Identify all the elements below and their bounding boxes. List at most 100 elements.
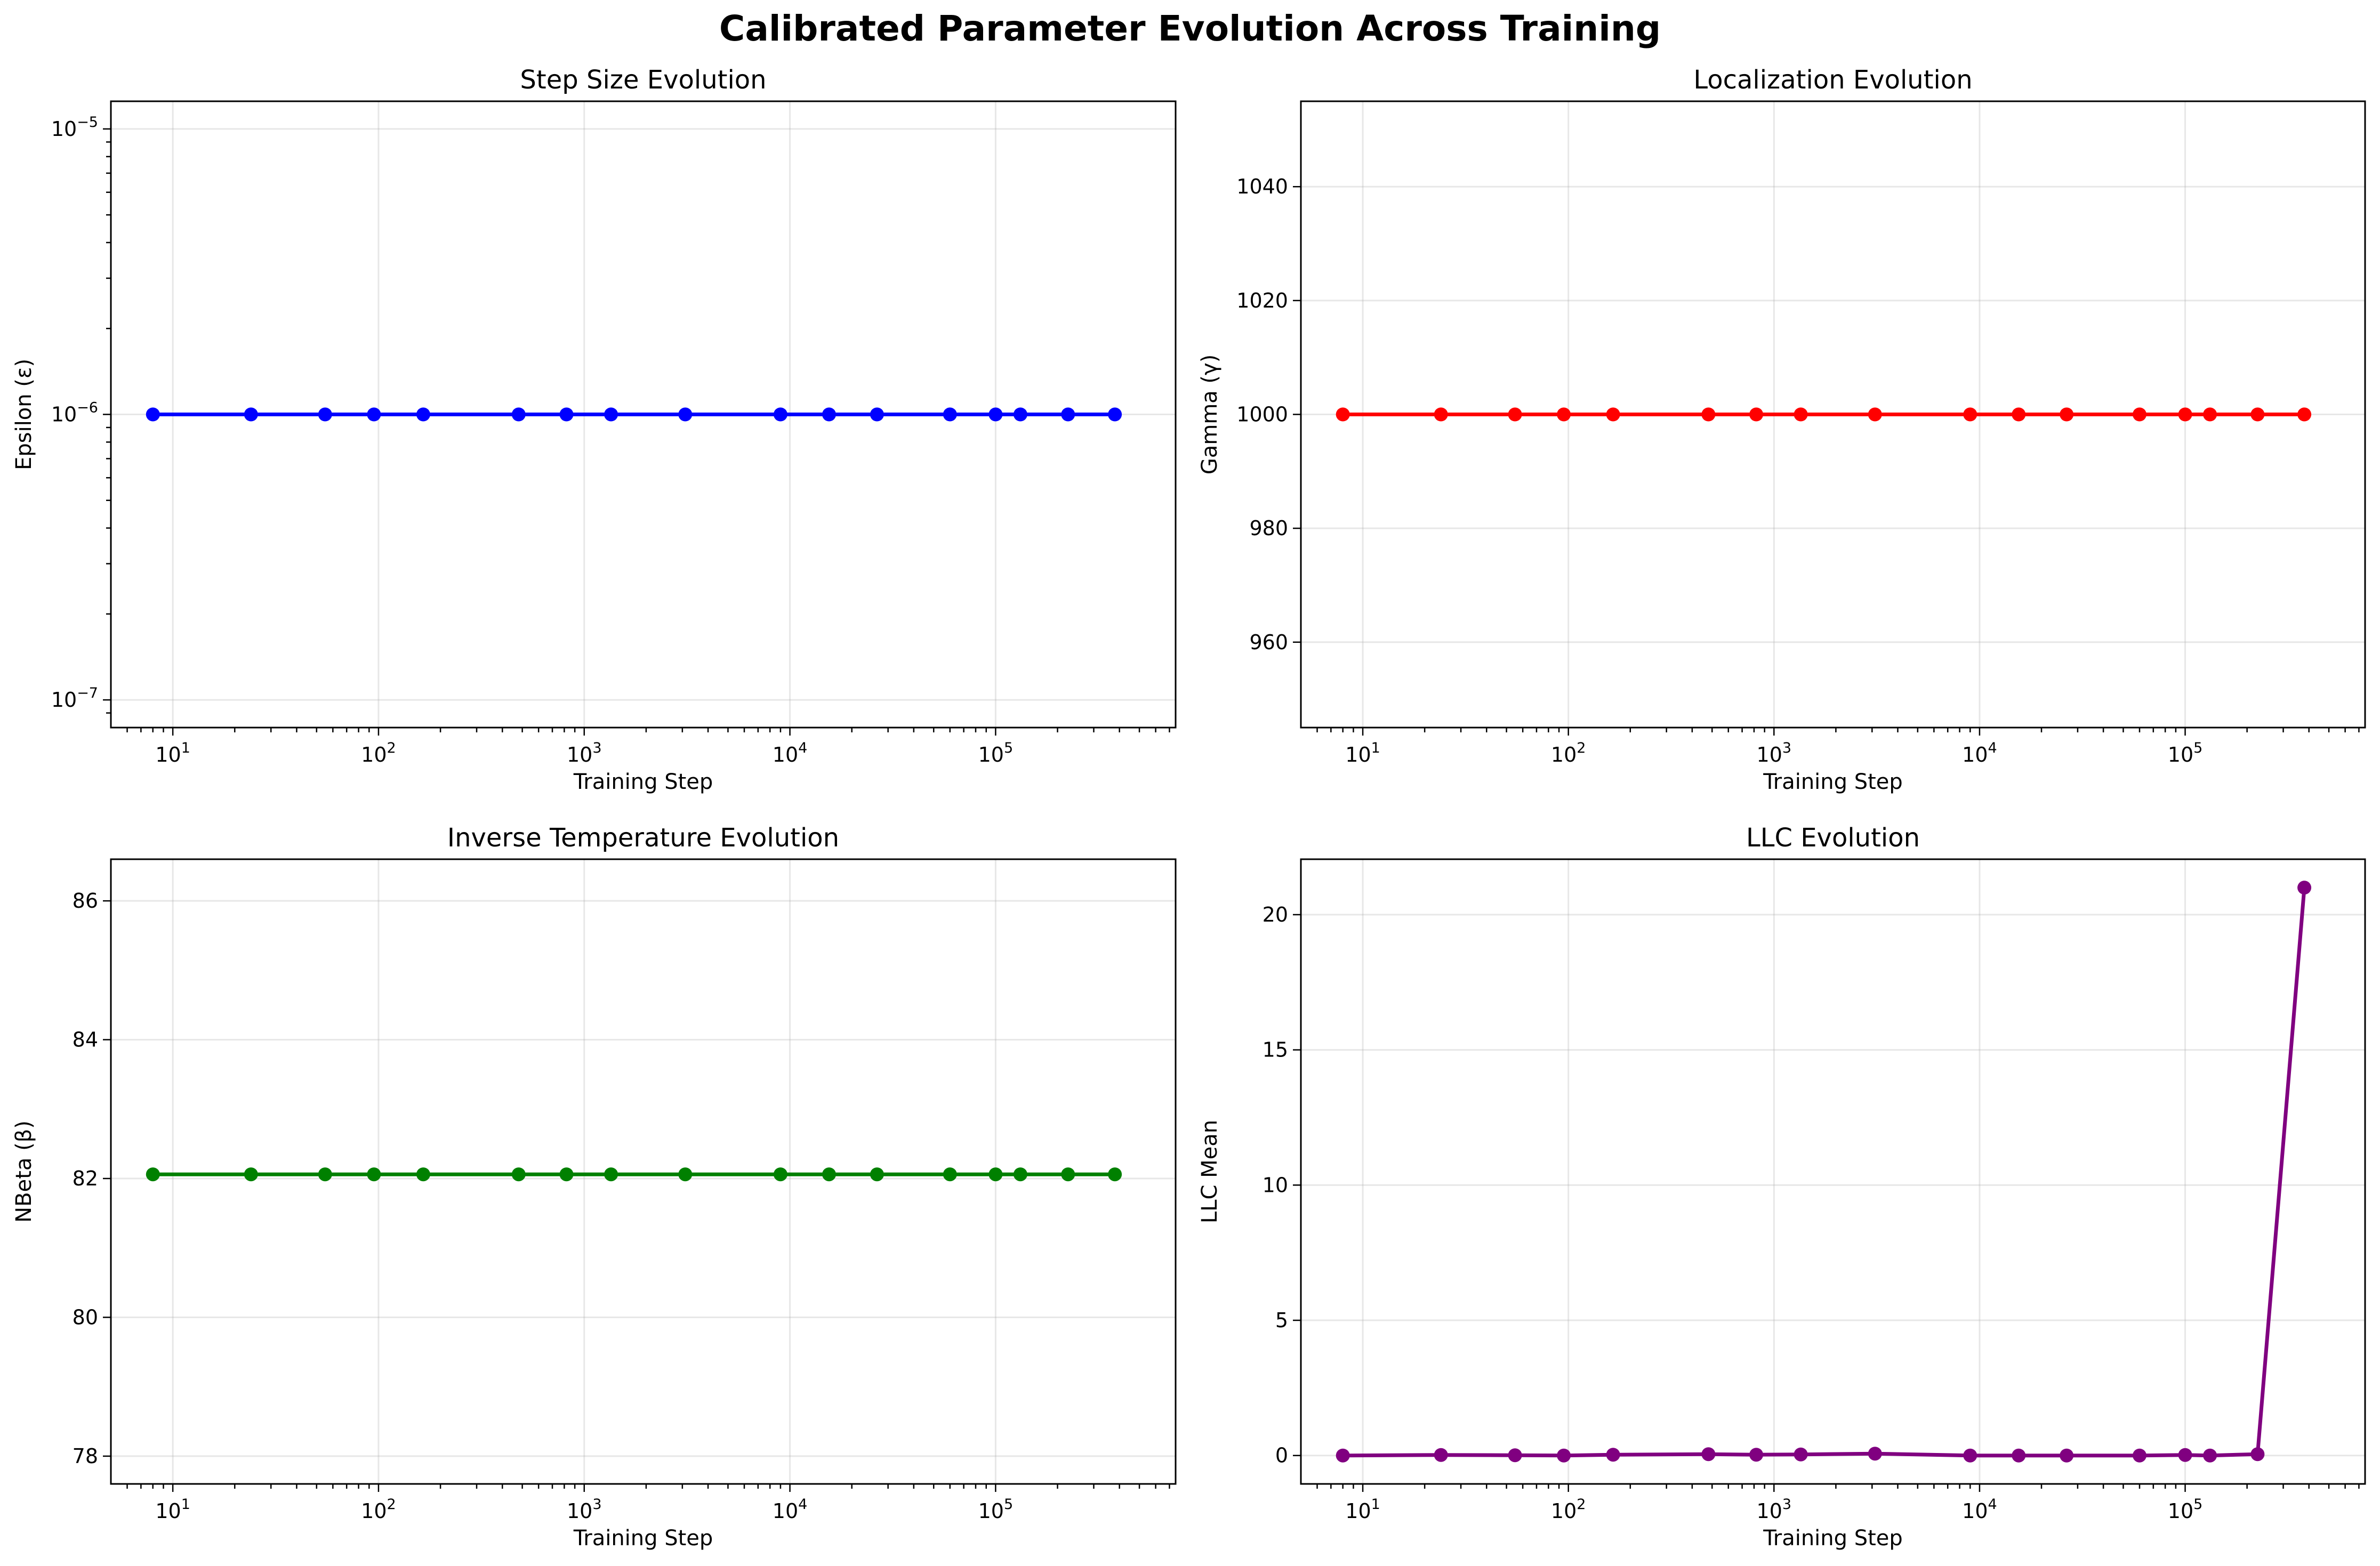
x-tick-exponent: 3: [592, 740, 601, 756]
data-point: [2297, 881, 2312, 895]
data-point: [943, 1167, 957, 1182]
x-tick-exponent: 5: [1004, 740, 1013, 756]
x-tick-exponent: 2: [387, 1496, 396, 1513]
x-tick-base: 10: [773, 1499, 798, 1523]
x-tick-base: 10: [1551, 1499, 1577, 1523]
data-point: [511, 1167, 526, 1182]
data-point: [1701, 407, 1716, 422]
x-tick-exponent: 1: [1371, 740, 1380, 756]
x-tick-base: 10: [1962, 1499, 1988, 1523]
x-tick-label: 102: [361, 1496, 396, 1523]
x-tick-label: 102: [1551, 1496, 1586, 1523]
x-tick-exponent: 4: [798, 740, 807, 756]
x-tick-base: 10: [361, 743, 387, 766]
y-tick-exponent: −6: [77, 400, 98, 416]
y-axis-label: NBeta (β): [12, 1120, 36, 1223]
y-tick-label: 86: [73, 889, 98, 913]
data-point: [870, 407, 884, 422]
x-tick-base: 10: [1757, 743, 1782, 766]
y-tick-label: 10−7: [51, 685, 98, 712]
data-point: [2203, 1448, 2217, 1463]
data-point: [244, 407, 258, 422]
x-tick-base: 10: [567, 743, 592, 766]
data-point: [1508, 407, 1522, 422]
x-tick-exponent: 2: [1577, 1496, 1586, 1513]
data-point: [870, 1167, 884, 1182]
data-point: [367, 1167, 381, 1182]
x-tick-base: 10: [978, 1499, 1004, 1523]
data-point: [416, 407, 430, 422]
y-tick-label: 82: [73, 1167, 98, 1190]
y-tick-label: 10−5: [51, 114, 98, 141]
x-tick-exponent: 5: [2193, 1496, 2202, 1513]
data-point: [2133, 1448, 2146, 1463]
x-tick-label: 104: [773, 1496, 808, 1523]
x-axis-label: Training Step: [573, 1526, 713, 1551]
x-axis-label: Training Step: [1763, 770, 1903, 794]
data-point: [1508, 1448, 1522, 1463]
data-point: [773, 1167, 787, 1182]
data-point: [943, 407, 957, 422]
x-tick-exponent: 1: [181, 1496, 190, 1513]
data-point: [1336, 1448, 1350, 1463]
x-tick-label: 101: [1345, 1496, 1380, 1523]
y-tick-label: 5: [1275, 1309, 1288, 1332]
x-axis-label: Training Step: [573, 770, 713, 794]
data-point: [773, 407, 787, 422]
y-axis-label: LLC Mean: [1197, 1120, 1222, 1223]
data-point: [1061, 1167, 1075, 1182]
data-point: [1606, 407, 1620, 422]
x-tick-label: 104: [1962, 740, 1997, 766]
data-point: [988, 407, 1003, 422]
x-tick-base: 10: [1551, 743, 1577, 766]
data-point: [2060, 407, 2074, 422]
x-tick-exponent: 4: [1988, 740, 1997, 756]
data-point: [2203, 407, 2217, 422]
data-point: [146, 1167, 160, 1182]
y-tick-label: 84: [73, 1028, 98, 1052]
y-tick-label: 1020: [1236, 289, 1288, 312]
x-tick-label: 101: [155, 740, 190, 766]
x-tick-label: 103: [1757, 1496, 1792, 1523]
data-point: [2060, 1448, 2074, 1463]
data-point: [2297, 407, 2312, 422]
x-tick-base: 10: [978, 743, 1004, 766]
x-tick-exponent: 3: [592, 1496, 601, 1513]
data-point: [244, 1167, 258, 1182]
x-tick-base: 10: [1345, 743, 1371, 766]
y-tick-label: 10−6: [51, 400, 98, 426]
data-point: [988, 1167, 1003, 1182]
y-tick-label: 1040: [1236, 175, 1288, 198]
x-tick-base: 10: [2168, 1499, 2193, 1523]
data-point: [2250, 1447, 2265, 1462]
data-point: [678, 407, 693, 422]
data-point: [1108, 1167, 1122, 1182]
subplot-title: Localization Evolution: [1693, 65, 1972, 95]
data-point: [1794, 1447, 1808, 1462]
data-point: [146, 407, 160, 422]
x-tick-exponent: 1: [1371, 1496, 1380, 1513]
y-tick-label: 0: [1275, 1444, 1288, 1467]
y-axis-label: Epsilon (ε): [12, 359, 36, 470]
data-point: [822, 407, 836, 422]
x-tick-exponent: 4: [798, 1496, 807, 1513]
x-tick-exponent: 2: [387, 740, 396, 756]
x-tick-base: 10: [1962, 743, 1988, 766]
x-tick-label: 103: [567, 1496, 602, 1523]
x-tick-exponent: 4: [1988, 1496, 1997, 1513]
data-point: [1434, 407, 1448, 422]
data-point: [1749, 407, 1764, 422]
y-tick-label: 15: [1263, 1038, 1288, 1062]
x-axis-label: Training Step: [1763, 1526, 1903, 1551]
x-tick-base: 10: [155, 743, 181, 766]
x-tick-exponent: 2: [1577, 740, 1586, 756]
data-point: [416, 1167, 430, 1182]
data-point: [1557, 1448, 1571, 1463]
y-tick-base: 10: [51, 117, 77, 141]
data-point: [1013, 1167, 1027, 1182]
axes-frame: [110, 858, 1177, 1485]
data-point: [604, 407, 618, 422]
